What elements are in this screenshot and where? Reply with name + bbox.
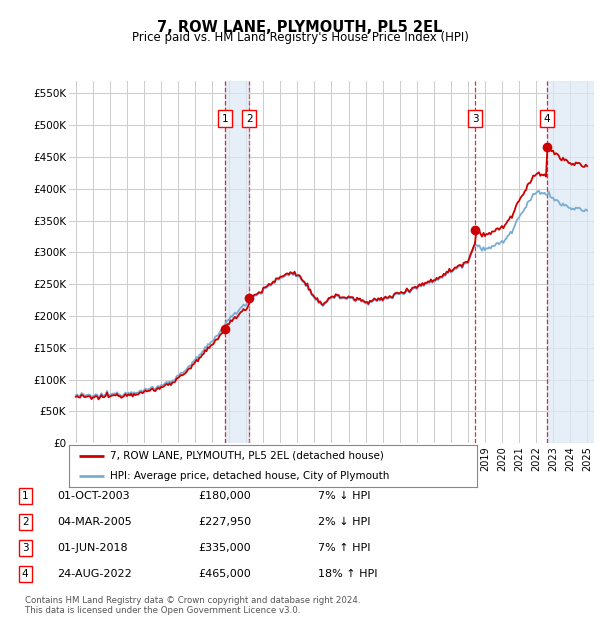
7, ROW LANE, PLYMOUTH, PL5 2EL (detached house)	[393, 289, 400, 296]
Text: 24-AUG-2022: 24-AUG-2022	[57, 569, 132, 579]
HPI: Average price, detached house, City of Plymouth: (2e+03, 7.56e+04): Average price, detached house, City of P…	[72, 391, 79, 399]
Text: £465,000: £465,000	[198, 569, 251, 579]
Text: Contains HM Land Registry data © Crown copyright and database right 2024.
This d: Contains HM Land Registry data © Crown c…	[25, 596, 361, 615]
Text: 7% ↑ HPI: 7% ↑ HPI	[318, 543, 371, 553]
7, ROW LANE, PLYMOUTH, PL5 2EL (detached house)	[169, 379, 176, 386]
Text: HPI: Average price, detached house, City of Plymouth: HPI: Average price, detached house, City…	[110, 471, 389, 480]
Text: £227,950: £227,950	[198, 517, 251, 527]
HPI: Average price, detached house, City of Plymouth: (2e+03, 7.14e+04): Average price, detached house, City of P…	[95, 394, 102, 402]
Text: £335,000: £335,000	[198, 543, 251, 553]
Text: 1: 1	[22, 491, 29, 501]
HPI: Average price, detached house, City of Plymouth: (2.02e+03, 3.66e+05): Average price, detached house, City of P…	[584, 207, 591, 215]
Text: 04-MAR-2005: 04-MAR-2005	[57, 517, 132, 527]
Bar	[547, 81, 596, 443]
Text: 3: 3	[472, 113, 478, 123]
7, ROW LANE, PLYMOUTH, PL5 2EL (detached house)	[523, 186, 530, 193]
Text: 7, ROW LANE, PLYMOUTH, PL5 2EL: 7, ROW LANE, PLYMOUTH, PL5 2EL	[157, 20, 443, 35]
7, ROW LANE, PLYMOUTH, PL5 2EL (detached house)	[545, 140, 553, 148]
HPI: Average price, detached house, City of Plymouth: (2.01e+03, 2.29e+05): Average price, detached house, City of P…	[382, 294, 389, 301]
HPI: Average price, detached house, City of Plymouth: (2.02e+03, 3.97e+05): Average price, detached house, City of P…	[535, 187, 542, 195]
Line: HPI: Average price, detached house, City of Plymouth: HPI: Average price, detached house, City…	[76, 191, 587, 398]
7, ROW LANE, PLYMOUTH, PL5 2EL (detached house)	[584, 162, 591, 170]
Text: 2: 2	[246, 113, 253, 123]
HPI: Average price, detached house, City of Plymouth: (2.02e+03, 3.71e+05): Average price, detached house, City of P…	[523, 203, 530, 211]
Bar	[225, 81, 249, 443]
HPI: Average price, detached house, City of Plymouth: (2.01e+03, 2.35e+05): Average price, detached house, City of P…	[393, 290, 400, 297]
HPI: Average price, detached house, City of Plymouth: (2e+03, 7.61e+04): Average price, detached house, City of P…	[86, 391, 94, 399]
Text: 2: 2	[22, 517, 29, 527]
HPI: Average price, detached house, City of Plymouth: (2.01e+03, 2.18e+05): Average price, detached house, City of P…	[365, 301, 372, 309]
7, ROW LANE, PLYMOUTH, PL5 2EL (detached house)	[72, 393, 79, 401]
Text: 7% ↓ HPI: 7% ↓ HPI	[318, 491, 371, 501]
Text: 01-JUN-2018: 01-JUN-2018	[57, 543, 128, 553]
7, ROW LANE, PLYMOUTH, PL5 2EL (detached house)	[95, 396, 102, 403]
HPI: Average price, detached house, City of Plymouth: (2e+03, 9.88e+04): Average price, detached house, City of P…	[169, 377, 176, 384]
Text: 2% ↓ HPI: 2% ↓ HPI	[318, 517, 371, 527]
Text: £180,000: £180,000	[198, 491, 251, 501]
7, ROW LANE, PLYMOUTH, PL5 2EL (detached house)	[365, 300, 372, 308]
Text: 18% ↑ HPI: 18% ↑ HPI	[318, 569, 377, 579]
Text: 4: 4	[544, 113, 550, 123]
Text: 01-OCT-2003: 01-OCT-2003	[57, 491, 130, 501]
Text: 4: 4	[22, 569, 29, 579]
Text: 3: 3	[22, 543, 29, 553]
Text: 7, ROW LANE, PLYMOUTH, PL5 2EL (detached house): 7, ROW LANE, PLYMOUTH, PL5 2EL (detached…	[110, 451, 383, 461]
7, ROW LANE, PLYMOUTH, PL5 2EL (detached house)	[382, 293, 389, 300]
Text: Price paid vs. HM Land Registry's House Price Index (HPI): Price paid vs. HM Land Registry's House …	[131, 31, 469, 44]
7, ROW LANE, PLYMOUTH, PL5 2EL (detached house)	[86, 392, 94, 400]
Line: 7, ROW LANE, PLYMOUTH, PL5 2EL (detached house): 7, ROW LANE, PLYMOUTH, PL5 2EL (detached…	[76, 144, 587, 399]
Text: 1: 1	[221, 113, 228, 123]
